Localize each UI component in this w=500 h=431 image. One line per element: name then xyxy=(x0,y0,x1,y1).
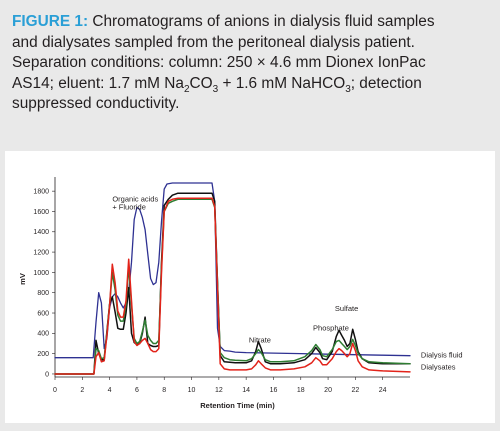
x-tick-label: 8 xyxy=(162,387,166,394)
x-tick-label: 20 xyxy=(324,387,332,394)
text-layer: Retention Time (min) mV Organic acids+ Flu… xyxy=(18,194,463,410)
caption-sub-2: 3 xyxy=(212,83,219,95)
y-tick-label: 800 xyxy=(37,290,49,297)
caption-line-3: Separation conditions: column: 250 × 4.6… xyxy=(12,54,426,71)
y-tick-label: 1000 xyxy=(33,270,49,277)
y-tick-label: 600 xyxy=(37,310,49,317)
caption-line-4: AS14; eluent: 1.7 mM Na2CO3 + 1.6 mM NaH… xyxy=(12,74,490,95)
x-tick-label: 10 xyxy=(188,387,196,394)
y-tick-label: 1200 xyxy=(33,249,49,256)
chart-panel: 0 200 400 600 800 1000 1200 1400 1600 1800 0 2 4 6 8 10… xyxy=(5,151,495,423)
x-tick-label: 2 xyxy=(80,387,84,394)
x-tick-label: 14 xyxy=(242,387,250,394)
caption-line-4-a: AS14; eluent: 1.7 mM Na xyxy=(12,74,184,92)
caption-line-1: FIGURE 1: Chromatograms of anions in dia… xyxy=(12,12,490,33)
figure-label: FIGURE 1: xyxy=(12,13,89,30)
peak-annotation: Organic acids xyxy=(112,194,158,203)
y-tick-label: 1400 xyxy=(33,229,49,236)
x-tick-label: 0 xyxy=(53,387,57,394)
caption-line-2: and dialysates sampled from the peritone… xyxy=(12,33,415,51)
peak-annotation: Sulfate xyxy=(335,304,358,313)
x-tick-label: 16 xyxy=(270,387,278,394)
y-tick-label: 1600 xyxy=(33,209,49,216)
caption-line-4-d: ; detection xyxy=(350,74,422,92)
series-line-dialysate-red xyxy=(54,197,411,375)
y-tick-label: 400 xyxy=(37,331,49,338)
x-tick-label: 22 xyxy=(351,387,359,394)
series-layer xyxy=(54,182,411,375)
y-tick-label: 200 xyxy=(37,351,49,358)
x-axis-title: Retention Time (min) xyxy=(200,401,275,410)
figure-caption: FIGURE 1: Chromatograms of anions in dia… xyxy=(12,12,490,115)
caption-sub-3: 3 xyxy=(345,83,351,95)
peak-annotation: + Fluoride xyxy=(112,202,146,211)
peak-annotation: Nitrate xyxy=(249,335,271,344)
series-end-label: Dialysates xyxy=(421,362,456,371)
y-tick-label: 0 xyxy=(45,371,49,378)
x-tick-label: 24 xyxy=(379,387,387,394)
x-tick-label: 4 xyxy=(108,387,112,394)
y-tick-label: 1800 xyxy=(33,189,49,196)
x-tick-label: 18 xyxy=(297,387,305,394)
x-tick-label: 6 xyxy=(135,387,139,394)
series-end-label: Dialysis fluid xyxy=(421,351,463,360)
peak-annotation: Phosphate xyxy=(313,323,349,332)
caption-line-1-text: Chromatograms of anions in dialysis flui… xyxy=(88,13,435,30)
y-axis-title: mV xyxy=(18,273,27,285)
series-line-dialysate-green xyxy=(54,198,411,375)
series-line-dialysate-black xyxy=(54,192,411,375)
caption-line-4-b: CO xyxy=(189,74,213,92)
caption-line-4-c: + 1.6 mM NaHCO xyxy=(218,74,346,92)
caption-sub-1: 2 xyxy=(183,83,190,95)
x-tick-label: 12 xyxy=(215,387,223,394)
series-line-dialysis-fluid xyxy=(54,182,411,359)
caption-line-5: suppressed conductivity. xyxy=(12,95,180,112)
